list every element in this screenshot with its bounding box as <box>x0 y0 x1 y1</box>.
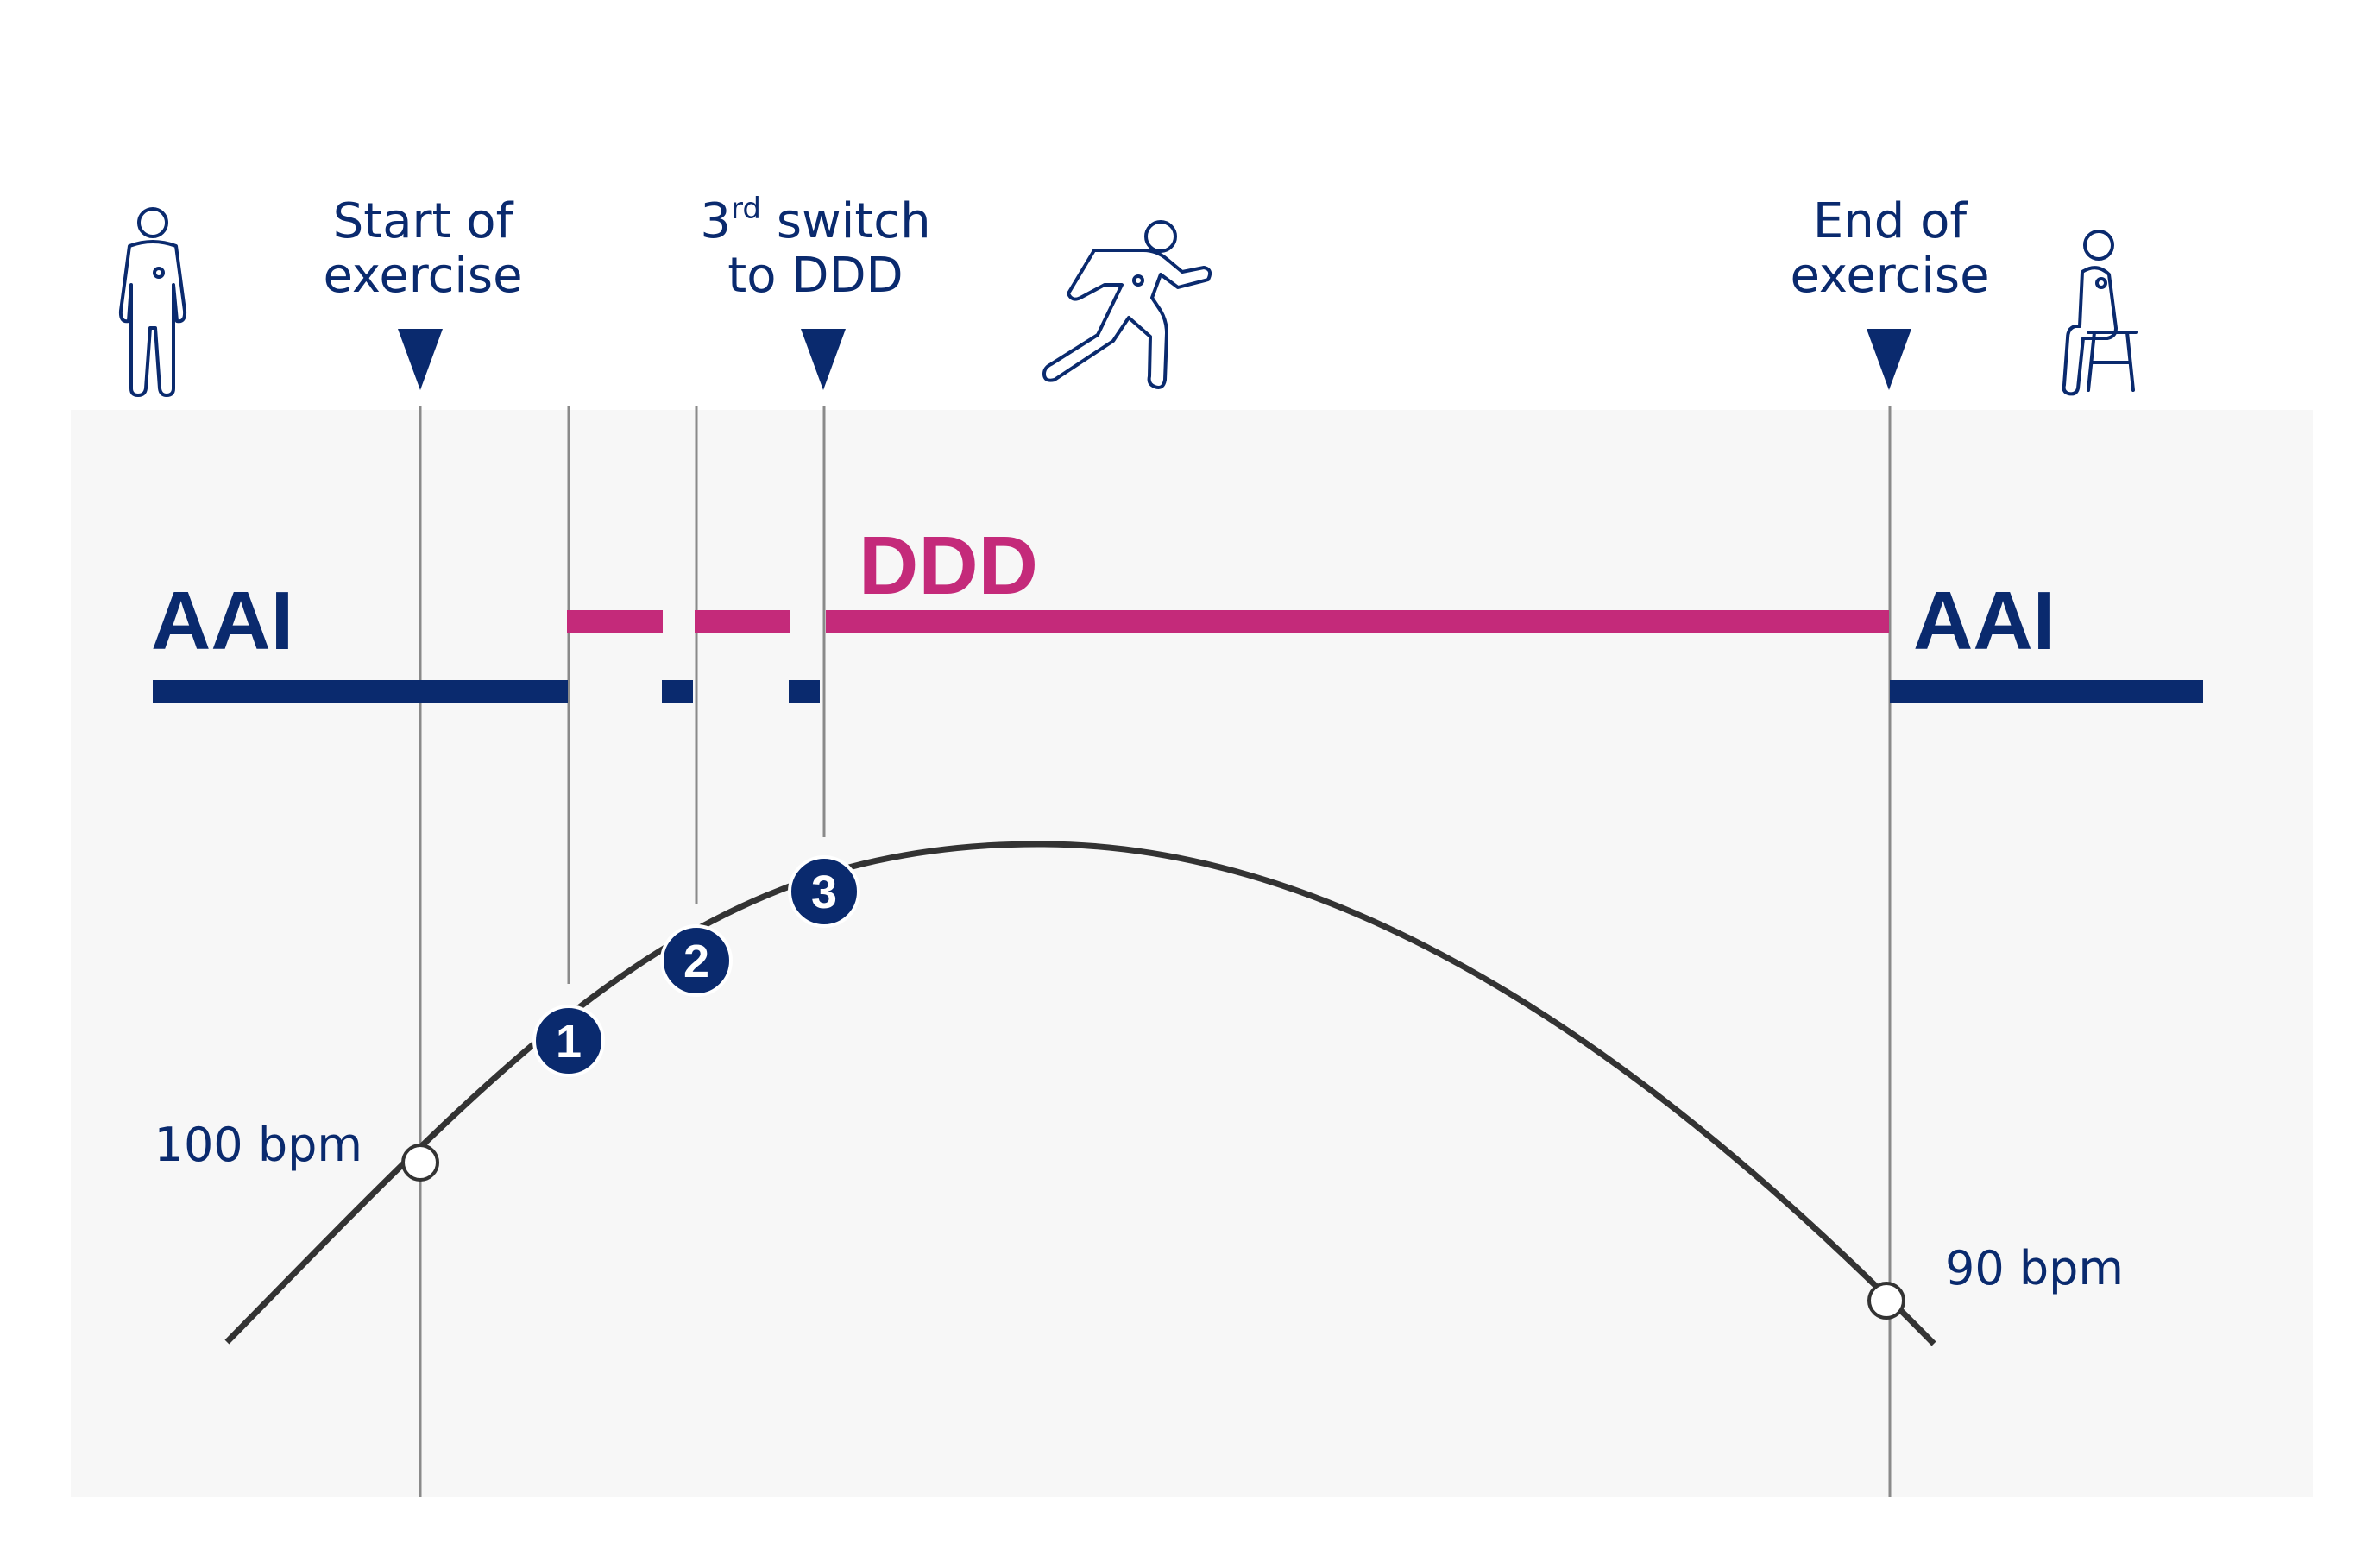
mode-label-ddd: DDD <box>859 520 1038 612</box>
switch-point-2: 2 <box>660 924 733 997</box>
mode-label-aai-right: AAI <box>1913 575 2056 667</box>
chart-panel <box>71 410 2313 1497</box>
guide-lines <box>419 406 1892 1497</box>
switch-label-line1: 3rd switch <box>700 192 930 249</box>
switch-point-3-label: 3 <box>811 867 837 918</box>
end-heart-rate-label: 90 bpm <box>1945 1241 2124 1295</box>
aai-bar-switch-1 <box>662 680 693 703</box>
ddd-bar-1 <box>567 610 663 633</box>
switch-label-ordinal: 3 <box>700 193 731 249</box>
switch-label-rest: switch <box>761 193 931 249</box>
switch-point-2-label: 2 <box>683 936 709 987</box>
switch-point-3: 3 <box>788 855 860 928</box>
start-heart-rate-point <box>401 1144 439 1182</box>
aai-timeline <box>153 680 2203 703</box>
standing-person-icon <box>118 207 187 397</box>
aai-bar-switch-2 <box>789 680 820 703</box>
ddd-bar-main <box>826 610 1889 633</box>
heart-rate-curve <box>224 841 1936 1346</box>
end-marker-triangle <box>1867 329 1911 390</box>
aai-bar-right <box>1890 680 2203 703</box>
switch-point-1: 1 <box>532 1005 605 1077</box>
ddd-bar-2 <box>695 610 790 633</box>
ddd-timeline <box>567 610 1889 633</box>
start-label-line2: exercise <box>323 248 522 304</box>
sitting-person-icon <box>2062 230 2138 396</box>
switch-label-ordinal-suffix: rd <box>731 192 761 226</box>
mode-label-aai-left: AAI <box>151 575 293 667</box>
end-label-line2: exercise <box>1790 248 1989 304</box>
switch-label-line2: to DDD <box>727 248 903 304</box>
aai-bar-left <box>153 680 568 703</box>
end-heart-rate-point <box>1867 1282 1905 1320</box>
start-label-line1: Start of <box>333 193 514 249</box>
start-marker-triangle <box>398 329 443 390</box>
start-heart-rate-label: 100 bpm <box>154 1118 362 1172</box>
running-person-icon <box>1042 220 1212 389</box>
switch-marker-triangle <box>801 329 846 390</box>
end-label-line1: End of <box>1813 193 1968 249</box>
switch-point-1-label: 1 <box>556 1016 582 1068</box>
